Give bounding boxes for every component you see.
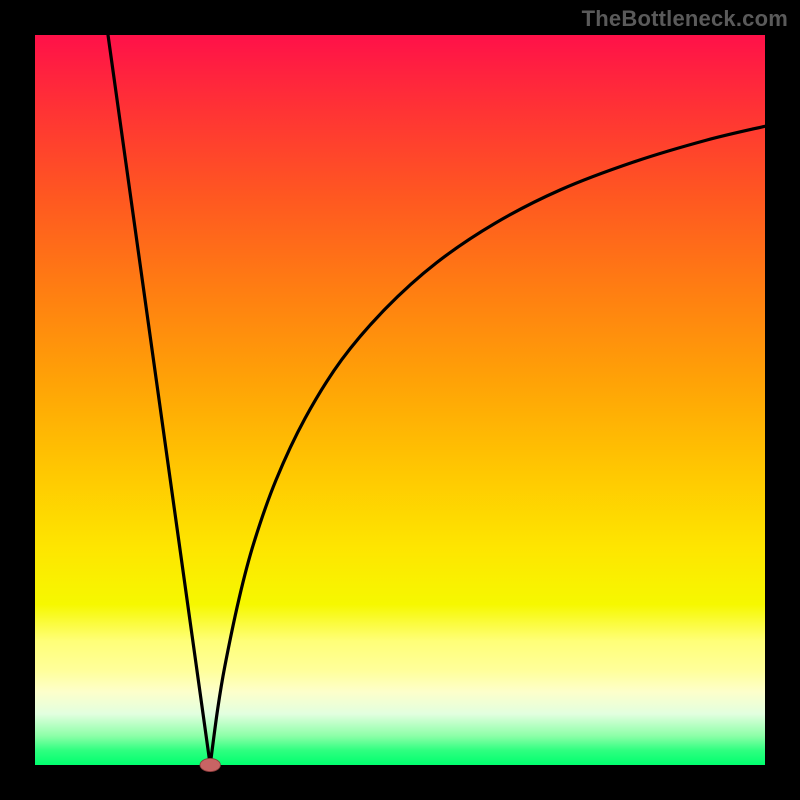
- minimum-marker: [200, 758, 220, 771]
- watermark-text: TheBottleneck.com: [582, 6, 788, 32]
- bottleneck-chart: [0, 0, 800, 800]
- chart-gradient-bg: [35, 35, 765, 765]
